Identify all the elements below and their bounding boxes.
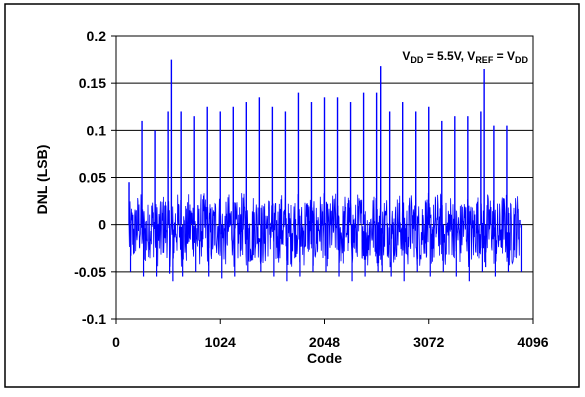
- series-group: [128, 59, 523, 282]
- annotation-text: = 5.5V, V: [423, 49, 475, 63]
- y-tick-label: -0.1: [82, 311, 106, 327]
- y-tick-label: 0: [98, 217, 106, 233]
- y-tick-label: 0.1: [87, 122, 107, 138]
- annotation-text: = V: [493, 49, 515, 63]
- y-tick-label: 0.2: [87, 28, 107, 44]
- x-tick-label: 1024: [205, 334, 236, 350]
- outer-border: [4, 3, 580, 388]
- annotation-subscript: DD: [515, 55, 528, 65]
- x-axis-label: Code: [307, 350, 342, 366]
- y-tick-label: -0.05: [74, 264, 106, 280]
- annotation-subscript: REF: [475, 55, 494, 65]
- x-tick-label: 4096: [517, 334, 548, 350]
- x-tick-label: 3072: [413, 334, 444, 350]
- annotation-text: V: [402, 49, 410, 63]
- y-axis-label: DNL (LSB): [34, 145, 50, 215]
- condition-annotation: VDD = 5.5V, VREF = VDD: [402, 49, 528, 65]
- y-ticks: -0.1 -0.05 0 0.05 0.1 0.15 0.2: [74, 28, 116, 327]
- annotation-subscript: DD: [410, 55, 423, 65]
- y-tick-label: 0.05: [79, 170, 106, 186]
- y-tick-label: 0.15: [79, 75, 106, 91]
- x-tick-label: 0: [112, 334, 120, 350]
- x-ticks: 0 1024 2048 3072 4096: [112, 319, 549, 350]
- x-tick-label: 2048: [309, 334, 340, 350]
